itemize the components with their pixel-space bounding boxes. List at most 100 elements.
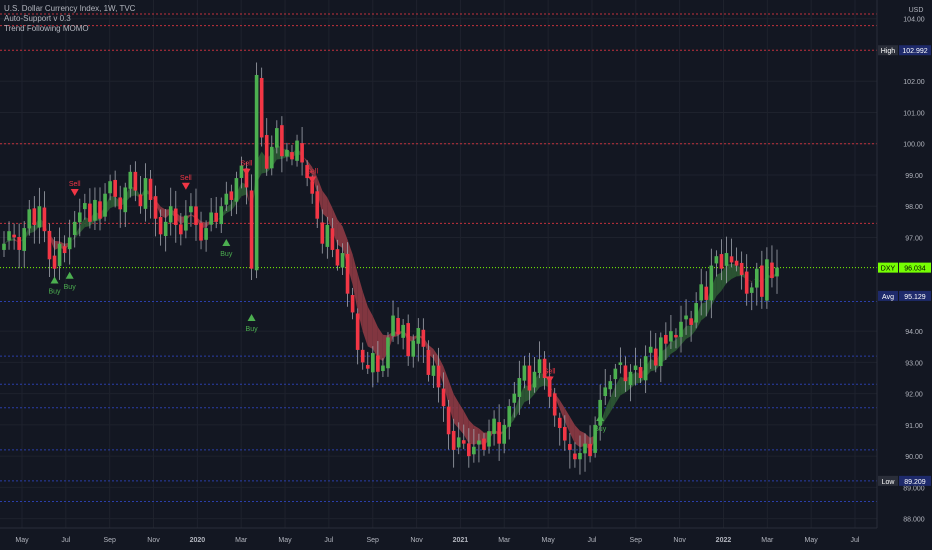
candle-body — [477, 440, 481, 445]
candle-body — [603, 387, 608, 397]
buy-signal-label: Buy — [64, 284, 77, 291]
candle-body — [199, 222, 203, 241]
band-segment — [579, 430, 586, 448]
time-tick-label: Jul — [61, 537, 70, 544]
legend-symbol-line[interactable]: U.S. Dollar Currency Index, 1W, TVC — [4, 4, 136, 13]
candle-body — [47, 230, 52, 260]
candle-body — [300, 143, 304, 163]
buy-signal-label: Buy — [48, 288, 61, 295]
candle-body — [512, 393, 517, 403]
legend-indicator-auto-support[interactable]: Auto-Support v 0.3 — [4, 14, 71, 23]
candle-body — [502, 424, 506, 444]
candle-body — [724, 253, 729, 266]
candle-body — [249, 190, 254, 269]
candle-body — [441, 388, 446, 407]
band-segment — [696, 303, 702, 330]
band-segment — [716, 272, 722, 297]
band-segment — [312, 166, 318, 193]
candle-body — [239, 165, 244, 178]
band-segment — [357, 273, 363, 332]
price-label-tag: Avg — [882, 294, 894, 301]
legend-indicator-momo[interactable]: Trend Following MOMO — [4, 24, 89, 33]
candle-body — [269, 146, 274, 169]
band-segment — [438, 356, 444, 385]
price-label-tag: Low — [882, 479, 896, 486]
candle-body — [689, 318, 693, 325]
candle-body — [623, 365, 628, 382]
candle-body — [492, 418, 496, 434]
price-label-tag-bg — [878, 290, 898, 301]
candle-body — [739, 262, 744, 275]
price-tick-label: 91.00 — [905, 423, 923, 430]
candle-body — [765, 259, 769, 301]
time-axis[interactable]: May Jul Sep Nov 2020 Mar May Jul Sep Nov 2021 Mar Ma… — [15, 537, 860, 544]
time-tick-label: May — [805, 537, 819, 544]
candle-body — [320, 222, 325, 244]
buy-signal-marker — [65, 271, 74, 279]
candle-body — [264, 135, 269, 169]
candle-body — [714, 256, 719, 264]
candle-body — [32, 208, 37, 225]
candles — [2, 62, 779, 475]
candle-body — [522, 365, 527, 381]
time-tick-label: Jul — [324, 537, 333, 544]
candle-body — [376, 355, 380, 372]
band-segment — [514, 397, 520, 420]
price-axis[interactable]: USD 104.00 102.00 101.00 100.00 99.00 98.00 97… — [903, 7, 925, 524]
candle-body — [472, 446, 476, 455]
band-segment — [675, 332, 682, 351]
time-tick-label: May — [278, 537, 292, 544]
time-tick-label: Jul — [851, 537, 860, 544]
band-segment — [79, 217, 85, 234]
candle-body — [699, 284, 704, 301]
candle-body — [365, 364, 370, 369]
price-tick-label: 102.00 — [903, 79, 925, 86]
candle-body — [118, 197, 123, 210]
buy-signal-marker — [50, 276, 59, 284]
candle-body — [168, 206, 173, 223]
candle-body — [285, 149, 289, 157]
candle-body — [77, 212, 82, 223]
candle-body — [754, 268, 759, 288]
price-label-tag-bg — [878, 475, 898, 486]
candle-body — [451, 430, 456, 450]
candle-body — [719, 254, 724, 269]
candle-body — [537, 359, 542, 374]
candle-body — [123, 187, 128, 213]
candle-body — [643, 356, 648, 381]
candle-body — [12, 234, 16, 238]
candle-body — [88, 203, 92, 222]
candle-body — [2, 243, 6, 250]
candle-body — [552, 393, 557, 416]
candle-body — [704, 286, 709, 300]
price-label-tag: DXY — [881, 266, 896, 273]
candle-body — [355, 313, 360, 350]
band-segment — [463, 410, 469, 444]
price-tick-label: 90.00 — [905, 454, 923, 461]
band-segment — [433, 348, 439, 371]
candle-body — [290, 152, 294, 160]
candle-body — [431, 365, 436, 376]
chart-legend: U.S. Dollar Currency Index, 1W, TVC Auto… — [4, 4, 135, 34]
sell-signal-label: Sell — [69, 181, 81, 188]
band-segment — [701, 302, 707, 321]
time-tick-label: 2021 — [453, 537, 469, 544]
candle-body — [7, 231, 11, 241]
candle-body — [613, 368, 618, 380]
time-tick-label: Mar — [498, 537, 511, 544]
price-tick-label: 97.00 — [905, 235, 923, 242]
momo-band — [4, 143, 778, 450]
candle-body — [371, 353, 375, 373]
candle-body — [93, 199, 97, 221]
band-segment — [605, 398, 611, 421]
candle-body — [275, 128, 279, 148]
band-segment — [453, 394, 459, 429]
time-tick-label: Nov — [147, 537, 160, 544]
band-segment — [726, 263, 732, 284]
time-tick-label: Sep — [103, 537, 116, 544]
buy-signal-label: Buy — [594, 426, 607, 433]
candle-body — [350, 295, 355, 313]
candle-body — [133, 171, 138, 191]
time-tick-label: May — [541, 537, 555, 544]
